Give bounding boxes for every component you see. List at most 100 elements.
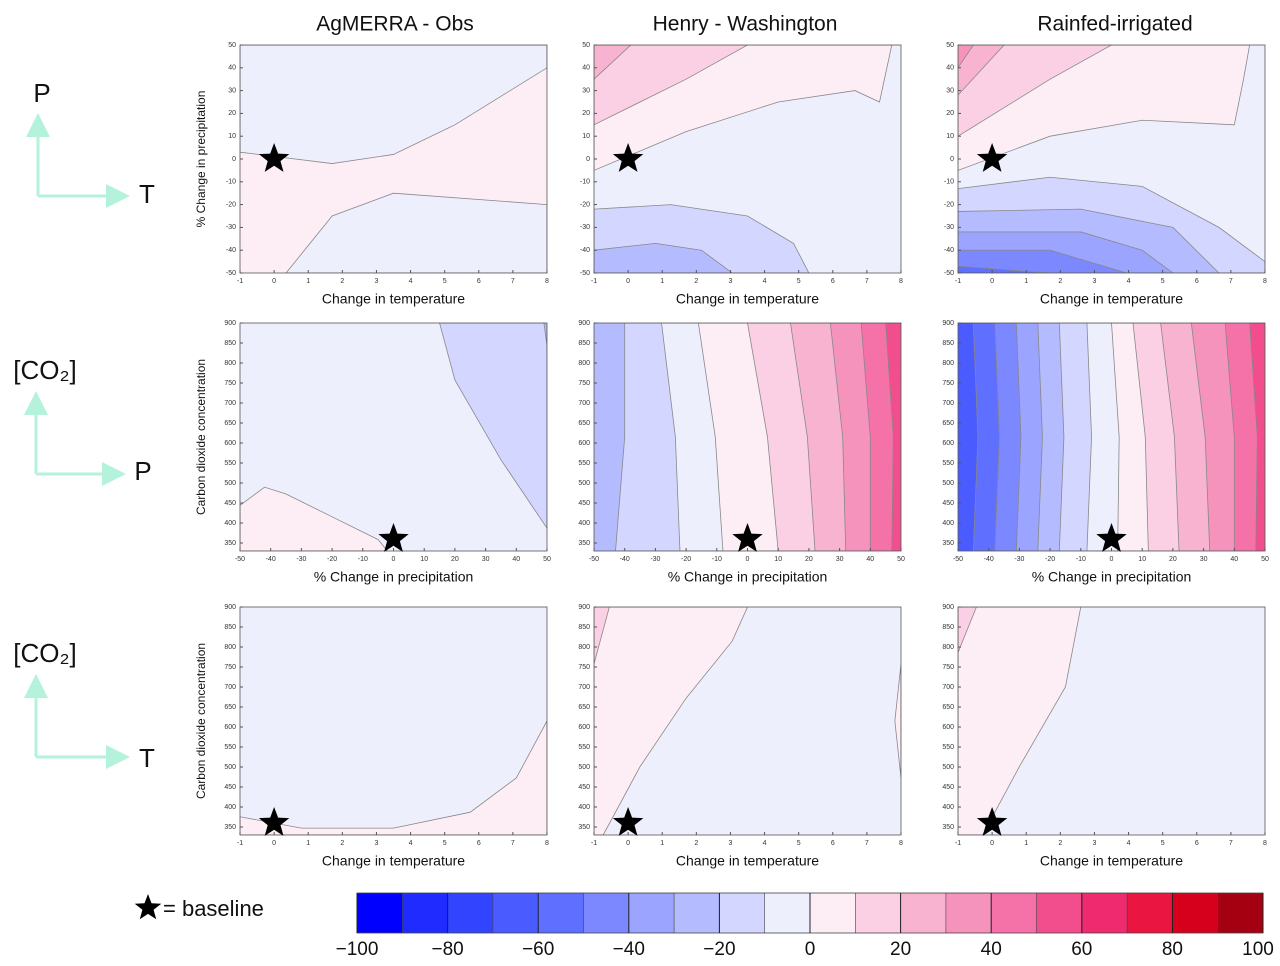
- y-tick-label: 900: [942, 320, 954, 327]
- y-tick-label: 50: [946, 42, 954, 49]
- colorbar-bin: [855, 893, 902, 933]
- baseline-star: [612, 807, 644, 836]
- colorbar-bin: [492, 893, 539, 933]
- x-tick-label: 3: [728, 840, 732, 847]
- contour-region: [594, 45, 632, 80]
- y-tick-label: 600: [942, 440, 954, 447]
- baseline-star: [976, 807, 1008, 836]
- contour-fill: [240, 323, 547, 551]
- y-tick-label: 350: [578, 540, 590, 547]
- y-tick-label: 40: [228, 65, 236, 72]
- colorbar-bin: [764, 893, 811, 933]
- y-tick-label: 700: [578, 684, 590, 691]
- x-tick-label: 2: [694, 278, 698, 285]
- y-tick-label: 30: [228, 87, 236, 94]
- x-tick-label: 2: [694, 840, 698, 847]
- x-tick-label: -20: [1045, 556, 1055, 563]
- y-tick-label: 500: [224, 764, 236, 771]
- colorbar-tick-label: −60: [522, 939, 554, 960]
- y-tick-label: -20: [226, 201, 236, 208]
- x-tick-label: 50: [1261, 556, 1269, 563]
- contour-region: [958, 249, 1127, 273]
- baseline-star: [976, 143, 1008, 172]
- contour-region: [285, 192, 547, 273]
- contour-region: [958, 45, 1005, 96]
- x-tick-label: 1: [660, 840, 664, 847]
- y-tick-label: 850: [942, 340, 954, 347]
- contour-fill: [958, 45, 1265, 273]
- y-tick-label: 800: [578, 644, 590, 651]
- x-tick-label: 0: [990, 840, 994, 847]
- contour-fill: [958, 607, 1265, 835]
- y-tick-label: 750: [942, 380, 954, 387]
- legend-label: = baseline: [163, 896, 264, 921]
- x-tick-label: 7: [865, 840, 869, 847]
- x-tick-label: 0: [272, 278, 276, 285]
- x-tick-label: 10: [420, 556, 428, 563]
- y-tick-label: 350: [578, 824, 590, 831]
- y-tick-label: -30: [226, 224, 236, 231]
- x-tick-label: -1: [591, 278, 597, 285]
- colorbar-bin: [628, 893, 675, 933]
- panel: -1 0 1 2 3 4 5 6 7 8 350 400 450 500 550 600 650 700 750 80…: [578, 604, 903, 869]
- y-tick-label: 20: [582, 110, 590, 117]
- x-tick-label: 10: [774, 556, 782, 563]
- y-tick-label: 350: [942, 824, 954, 831]
- y-tick-label: -40: [226, 247, 236, 254]
- y-tick-label: 40: [946, 65, 954, 72]
- y-tick-label: 700: [942, 684, 954, 691]
- colorbar-bin: [945, 893, 992, 933]
- y-tick-label: 350: [942, 540, 954, 547]
- x-tick-label: 5: [1161, 278, 1165, 285]
- x-tick-label: 8: [545, 278, 549, 285]
- x-tick-label: 8: [1263, 840, 1267, 847]
- y-tick-label: 450: [942, 784, 954, 791]
- x-tick-label: -1: [955, 840, 961, 847]
- y-tick-label: 850: [578, 624, 590, 631]
- x-tick-label: 1: [306, 840, 310, 847]
- colorbar-bin: [991, 893, 1037, 933]
- y-tick-label: 600: [224, 724, 236, 731]
- x-tick-label: 7: [1229, 278, 1233, 285]
- x-tick-label: -50: [235, 556, 245, 563]
- x-tick-label: 1: [660, 278, 664, 285]
- colorbar-bin: [719, 893, 766, 933]
- x-tick-label: 5: [443, 278, 447, 285]
- x-tick-label: 40: [1230, 556, 1238, 563]
- y-tick-label: 450: [224, 500, 236, 507]
- x-tick-label: 6: [477, 278, 481, 285]
- panel: -50 -40 -30 -20 -10 0 10 20 30 40 50 350 400 450 500 55…: [942, 320, 1269, 585]
- y-tick-label: 900: [224, 604, 236, 611]
- x-tick-label: -40: [266, 556, 276, 563]
- x-tick-label: 1: [1024, 840, 1028, 847]
- row-arrows: [24, 113, 130, 769]
- x-tick-label: 0: [392, 556, 396, 563]
- contour-region: [594, 242, 733, 273]
- row-label-horizontal: T: [139, 743, 155, 773]
- contour-region: [958, 265, 1051, 273]
- baseline-star: [732, 523, 763, 552]
- x-tick-label: 4: [763, 278, 767, 285]
- y-tick-label: 500: [578, 764, 590, 771]
- plot-frame: [239, 606, 548, 836]
- contour-region: [1249, 323, 1265, 551]
- x-tick-label: 50: [543, 556, 551, 563]
- y-tick-label: 600: [942, 724, 954, 731]
- y-tick-label: 650: [224, 420, 236, 427]
- x-tick-label: 8: [899, 840, 903, 847]
- x-tick-label: 5: [443, 840, 447, 847]
- x-tick-label: 6: [831, 840, 835, 847]
- y-tick-label: 700: [942, 400, 954, 407]
- x-tick-label: 5: [1161, 840, 1165, 847]
- colorbar-tick-label: −20: [703, 939, 735, 960]
- y-tick-label: 450: [942, 500, 954, 507]
- y-tick-label: 550: [942, 744, 954, 751]
- x-tick-label: 7: [1229, 840, 1233, 847]
- y-tick-label: -30: [580, 224, 590, 231]
- colorbar-tick-label: 60: [1071, 939, 1092, 960]
- colorbar-bin: [583, 893, 630, 933]
- panel: -50 -40 -30 -20 -10 0 10 20 30 40 50 350 400 450 500 55…: [194, 320, 551, 585]
- contour-region: [958, 607, 977, 653]
- y-tick-label: 50: [228, 42, 236, 49]
